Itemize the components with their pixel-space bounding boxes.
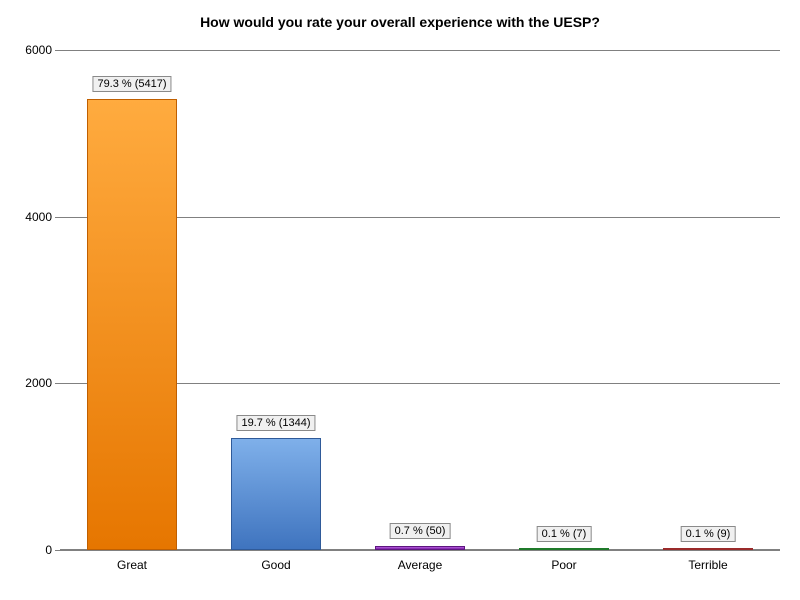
gridline xyxy=(60,550,780,551)
bar xyxy=(519,548,608,550)
bar-value-label: 0.1 % (7) xyxy=(537,526,592,542)
x-axis-label: Poor xyxy=(551,558,576,572)
bar xyxy=(231,438,320,550)
bar-value-label: 0.7 % (50) xyxy=(390,523,451,539)
bar-value-label: 79.3 % (5417) xyxy=(92,76,171,92)
x-axis-label: Average xyxy=(398,558,442,572)
y-axis-label: 4000 xyxy=(25,210,60,224)
bar-value-label: 19.7 % (1344) xyxy=(236,415,315,431)
x-axis-label: Terrible xyxy=(688,558,727,572)
bar xyxy=(87,99,176,550)
plot-area: 0200040006000Great79.3 % (5417)Good19.7 … xyxy=(60,50,780,550)
bar-value-label: 0.1 % (9) xyxy=(681,526,736,542)
x-axis-label: Great xyxy=(117,558,147,572)
chart-title: How would you rate your overall experien… xyxy=(0,14,800,30)
y-axis-label: 2000 xyxy=(25,376,60,390)
y-axis-label: 6000 xyxy=(25,43,60,57)
gridline xyxy=(60,50,780,51)
bar xyxy=(375,546,464,550)
bar xyxy=(663,548,752,550)
x-axis-label: Good xyxy=(261,558,290,572)
chart-container: How would you rate your overall experien… xyxy=(0,0,800,600)
y-axis-label: 0 xyxy=(45,543,60,557)
